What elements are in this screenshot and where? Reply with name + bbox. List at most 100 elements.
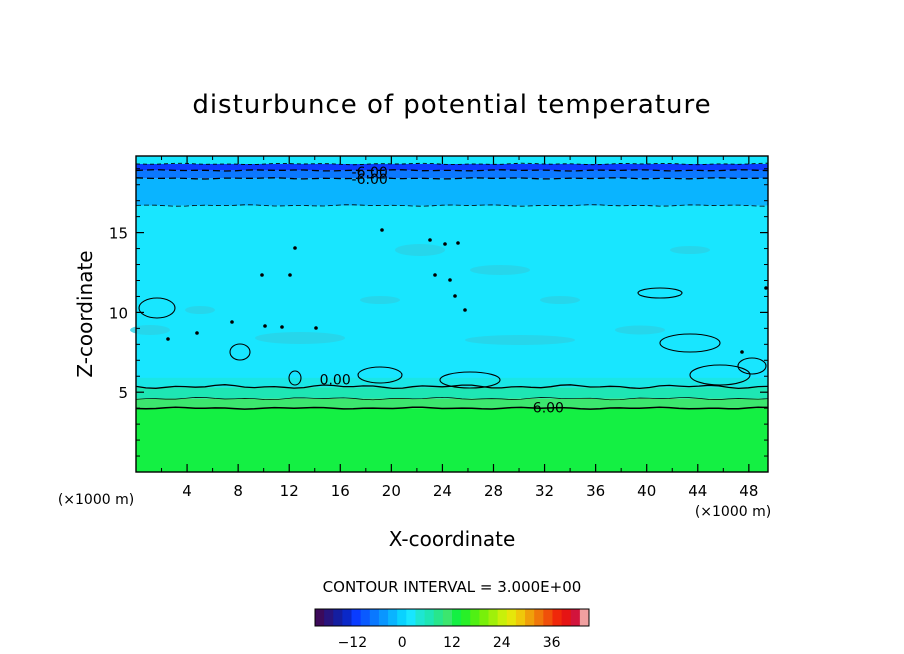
contour-blob — [229, 343, 251, 361]
colorbar-swatch — [369, 609, 380, 626]
colorbar-swatch — [543, 609, 553, 626]
x-tick-label: 20 — [382, 482, 401, 500]
contour-label: 0.00 — [320, 372, 351, 388]
contour-dot — [288, 273, 292, 277]
field-patch — [185, 306, 215, 314]
field-patch — [615, 325, 665, 335]
contour-dot — [166, 337, 170, 341]
contour-line-6 — [135, 406, 769, 410]
colorbar-tick-label: 24 — [493, 635, 511, 651]
color-bands — [136, 156, 768, 472]
x-tick-label: 48 — [739, 482, 758, 500]
x-tick-label: 8 — [233, 482, 243, 500]
colorbar-swatch — [488, 609, 499, 626]
field-patch — [360, 296, 400, 304]
colorbar-swatch — [442, 609, 453, 626]
x-tick-label: 16 — [331, 482, 350, 500]
contour-dot — [280, 325, 284, 329]
color-band — [136, 387, 768, 399]
colorbar-swatch — [461, 609, 471, 626]
field-patch — [395, 244, 445, 256]
x-axis-label: X-coordinate — [389, 527, 516, 551]
contour-label: 6.00 — [533, 400, 564, 416]
x-tick-label: 12 — [280, 482, 299, 500]
x-tick-label: 24 — [433, 482, 452, 500]
contour-blob — [689, 364, 751, 386]
contour-blob — [357, 366, 403, 384]
colorbar-swatch — [415, 609, 425, 626]
colorbar-swatch — [470, 609, 480, 626]
contour-labels: 0.00 6.00 -6.00-6.00 — [320, 165, 564, 416]
contour-dot — [293, 246, 297, 250]
color-band — [136, 205, 768, 388]
colorbar-swatch — [579, 609, 590, 626]
contour-blob — [737, 357, 767, 375]
chart-title: disturbunce of potential temperature — [192, 90, 711, 120]
contour-line-neg3 — [135, 204, 769, 207]
field-patches — [130, 244, 768, 388]
colorbar-swatch — [534, 609, 544, 626]
field-patch — [670, 246, 710, 254]
plot-frame — [135, 155, 769, 473]
color-band — [136, 398, 768, 409]
contour-line-3 — [135, 396, 769, 401]
field-patch — [465, 335, 575, 345]
color-band — [136, 408, 768, 472]
y-axis-label: Z-coordinate — [73, 250, 97, 377]
x-tick-label: 28 — [484, 482, 503, 500]
y-tick-label: 5 — [118, 384, 128, 402]
colorbar-swatch — [397, 609, 407, 626]
colorbar-swatch — [388, 609, 398, 626]
colorbar-swatch — [570, 609, 581, 626]
x-tick-label: 32 — [535, 482, 554, 500]
contour-blob — [439, 371, 501, 389]
colorbar-swatch — [506, 609, 517, 626]
colorbar-tick-label: 12 — [443, 635, 461, 651]
field-patch — [540, 296, 580, 304]
contour-blob — [637, 287, 683, 299]
y-tick-label: 15 — [109, 225, 128, 243]
color-band — [136, 156, 768, 164]
contour-dot — [263, 324, 267, 328]
colorbar-swatch — [351, 609, 362, 626]
contour-label: -6.00 — [352, 165, 388, 181]
colorbar-tick-label: −12 — [338, 635, 368, 651]
colorbar-swatch — [360, 609, 371, 626]
x-axis-unit: (×1000 m) — [695, 504, 771, 520]
contour-dot — [764, 286, 768, 290]
contour-line-neg6 — [135, 177, 768, 180]
color-band — [136, 163, 768, 171]
x-tick-label: 4 — [182, 482, 192, 500]
contour-line-neg6 — [135, 169, 769, 172]
field-patch — [470, 265, 530, 275]
colorbar-swatch — [433, 609, 444, 626]
colorbar-swatch — [333, 609, 343, 626]
colorbar-swatch — [324, 609, 334, 626]
colorbar-swatch — [378, 609, 389, 626]
contour-label: -6.00 — [352, 172, 388, 188]
colorbar-swatch — [315, 609, 325, 626]
colorbar-swatch — [452, 609, 462, 626]
contour-dot — [740, 350, 744, 354]
colorbar-swatch — [552, 609, 562, 626]
contour-dot — [443, 242, 447, 246]
contour-dot — [433, 273, 437, 277]
colorbar-swatch — [497, 609, 508, 626]
colorbar-swatch — [561, 609, 572, 626]
contour-dot — [463, 308, 467, 312]
colorbar-swatch — [406, 609, 416, 626]
contour-blob — [288, 370, 302, 386]
contour-dot — [314, 326, 318, 330]
contour-dot — [195, 331, 199, 335]
colorbar-swatch — [424, 609, 435, 626]
contour-dot — [448, 278, 452, 282]
contour-dot — [456, 241, 460, 245]
x-tick-label: 44 — [688, 482, 707, 500]
y-tick-label: 10 — [109, 304, 128, 322]
colorbar-tick-label: 36 — [543, 635, 561, 651]
contour-dot — [428, 238, 432, 242]
contour-dot — [260, 273, 264, 277]
colorbar-swatch — [525, 609, 535, 626]
